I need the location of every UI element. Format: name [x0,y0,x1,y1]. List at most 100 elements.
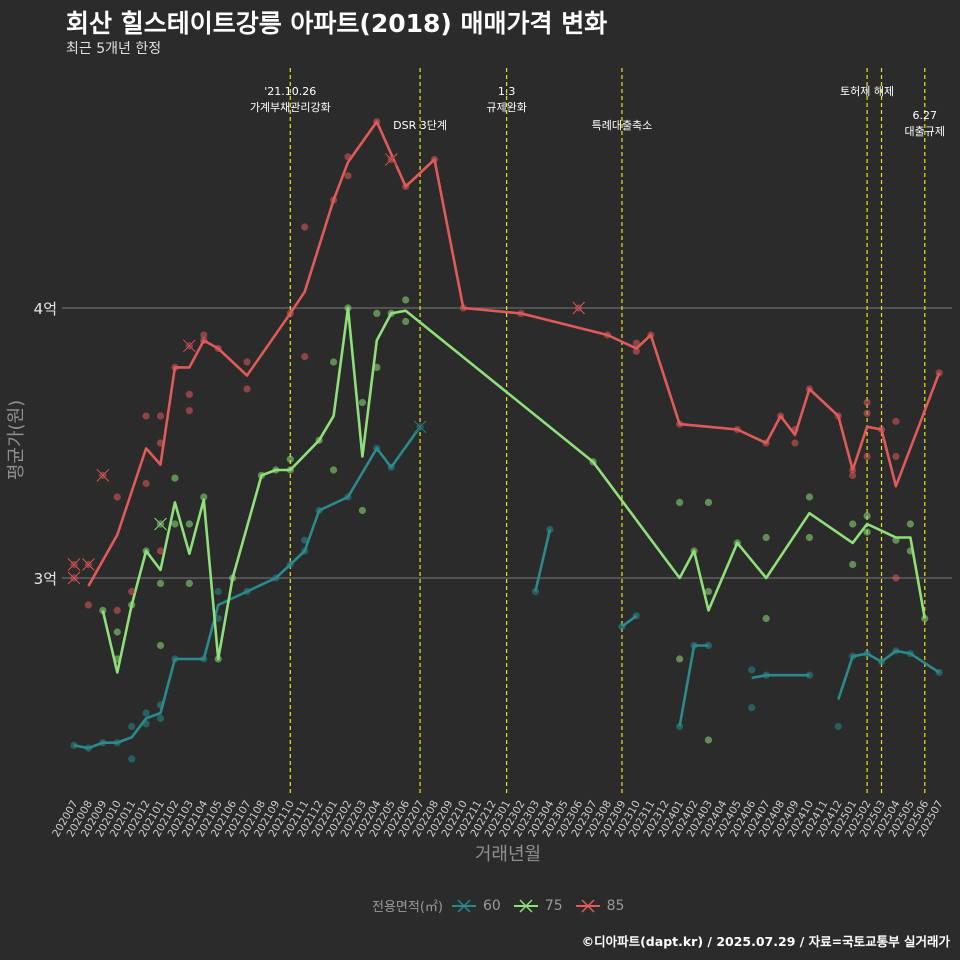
data-point [200,331,208,339]
series-line [621,614,638,628]
data-point [185,579,193,588]
legend-label-60: 60 [482,897,501,914]
series-line [534,529,552,592]
data-point [863,452,871,461]
data-point [849,520,857,528]
data-point [171,474,179,482]
chart-title: 회산 힐스테이트강릉 아파트(2018) 매매가격 변화 [66,9,608,38]
legend: 전용면적(㎡) 60 75 85 [372,896,636,916]
series-line [837,649,940,700]
data-point [113,493,121,501]
cross-stroke [384,153,398,166]
data-point [805,671,814,679]
data-point [84,601,93,609]
data-point [156,714,165,723]
legend-key-75 [513,898,538,913]
cross-stroke [183,339,196,353]
data-point [156,547,165,555]
data-point [156,579,165,588]
series-line [751,673,810,680]
legend-title: 전용면적(㎡) [372,900,443,915]
data-point [358,506,366,515]
legend-key-85 [575,898,600,913]
data-point [373,363,381,371]
data-point [762,614,770,623]
data-point [142,479,150,488]
policy-annotation-label: 가계부채관리강화 [250,101,331,114]
data-point [128,755,136,763]
data-point [906,520,914,528]
cross-marker [384,152,398,167]
data-point [863,512,871,520]
data-point [113,606,121,615]
legend-item-85: 85 [575,897,624,915]
cross-stroke [96,469,110,482]
legend-item-60: 60 [451,897,501,915]
data-point [156,412,165,420]
policy-annotation-label: 1.3 [498,85,516,98]
data-point [171,520,179,528]
data-point [142,412,150,420]
data-point [402,317,410,326]
data-point [863,528,871,536]
policy-annotation-label: 특례대출축소 [592,119,653,132]
policy-annotation-label: 규제완화 [486,101,526,114]
cross-marker [153,517,168,531]
data-point [892,417,900,425]
data-point [632,347,640,355]
series-line [101,306,927,674]
data-point [185,520,193,528]
data-point [849,560,857,569]
data-point [214,587,222,596]
data-point [243,385,251,393]
data-point [748,666,756,674]
data-point [156,641,165,650]
source-caption: ©디아파트(dapt.kr) / 2025.07.29 / 자료=국토교통부 실… [581,934,950,949]
data-point [748,704,756,712]
data-point [243,358,251,366]
data-point [373,309,381,317]
cross-marker [81,557,95,572]
cross-stroke [67,558,81,571]
data-point [301,353,309,361]
data-point [128,587,136,596]
data-point [863,409,871,417]
cross-marker [67,557,81,572]
cross-marker [572,301,586,315]
x-axis-title: 거래년월 [475,844,541,865]
cross-stroke [154,517,167,531]
data-point [849,471,857,479]
cross-stroke [413,420,427,434]
series-85 [67,118,943,615]
data-point [128,722,136,731]
data-point [834,722,842,731]
cross-stroke [67,571,81,585]
chart-subtitle: 최근 5개년 한정 [66,41,162,57]
data-point [200,493,208,501]
policy-annotation-label: '21.10.26 [264,85,316,98]
cross-marker [413,420,427,434]
data-point [704,498,713,506]
data-point [632,339,640,347]
data-point [301,536,309,544]
legend-key-60 [451,898,476,913]
series-line [678,644,709,727]
data-point [185,390,193,398]
data-point [113,628,121,636]
data-point [329,358,338,366]
data-point [892,574,900,582]
data-point [344,172,352,180]
data-point [358,398,366,407]
policy-annotation-label: 대출규제 [905,125,945,138]
data-point [676,498,684,506]
data-point [402,296,410,304]
legend-label-75: 75 [544,897,563,914]
data-point [805,533,814,542]
series-line [87,120,941,587]
data-point [185,407,193,415]
cross-stroke [82,558,95,571]
policy-annotation-label: DSR 3단계 [393,119,447,132]
data-point [762,533,770,542]
series-60 [70,420,943,763]
data-point [676,655,684,663]
